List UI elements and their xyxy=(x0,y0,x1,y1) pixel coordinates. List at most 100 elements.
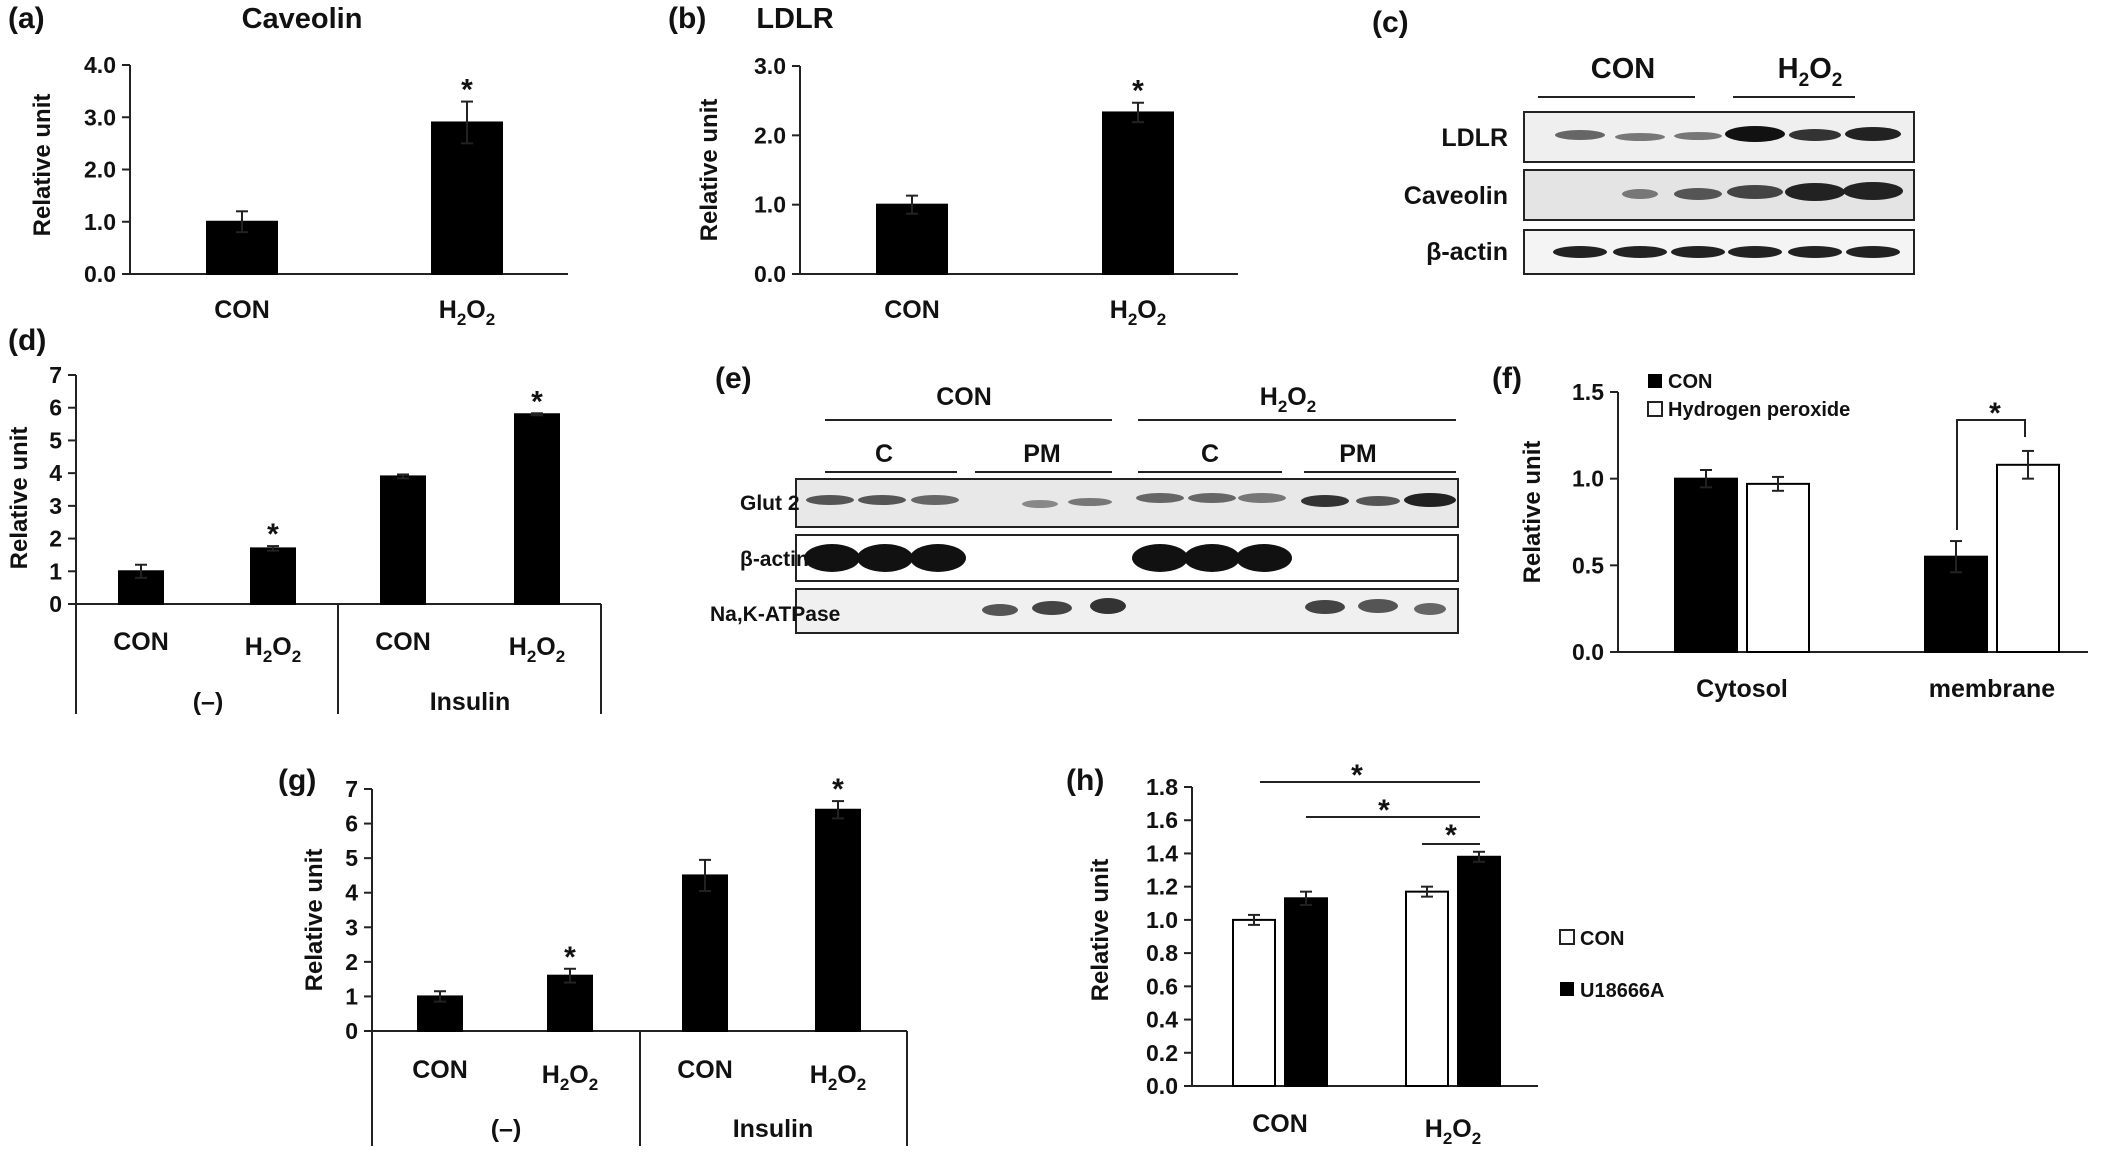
panel-h-cat-1: CON xyxy=(1252,1110,1308,1138)
panel-g-ytick-label: 3 xyxy=(345,914,358,940)
panel-d-3-bar xyxy=(380,475,426,605)
panel-d-cat-3: CON xyxy=(375,628,431,656)
panel-f-s2-c1-bar xyxy=(1746,482,1810,653)
panel-a-title: Caveolin xyxy=(242,3,363,35)
panel-h-ytick-label: 1.2 xyxy=(1146,874,1178,900)
panel-g: (g) Relative unit 0 1 2 3 4 5 6 7 * * CON H2O2 C… xyxy=(278,764,908,1146)
panel-f-sig-bracket xyxy=(1956,419,2026,530)
blot-c-group-con: CON xyxy=(1591,53,1655,85)
panel-g-ytick-label: 7 xyxy=(345,776,358,802)
panel-a-label: (a) xyxy=(8,2,45,35)
panel-a-cat-h2o2: H2O2 xyxy=(439,296,495,329)
panel-b-2-bar xyxy=(1102,111,1174,275)
panel-h-legend-u18666a: U18666A xyxy=(1580,980,1665,1002)
panel-b-cat-con: CON xyxy=(884,296,940,324)
panel-e-label: (e) xyxy=(715,362,752,395)
panel-a-2-bar xyxy=(431,121,503,275)
panel-h-ytick-label: 0.2 xyxy=(1146,1040,1178,1066)
panel-d-cat-2: H2O2 xyxy=(245,633,301,666)
panel-h-ytick-label: 0.8 xyxy=(1146,940,1178,966)
panel-f-ytick-label: 0.5 xyxy=(1572,552,1604,578)
panel-b-ytick-label: 0.0 xyxy=(754,261,786,287)
panel-h-ytick-label: 0.6 xyxy=(1146,973,1178,999)
panel-b-label: (b) xyxy=(668,2,706,35)
panel-d-group-1: (–) xyxy=(193,688,224,716)
panel-d-ytick-label: 1 xyxy=(49,558,62,584)
panel-f-s1-c1-bar xyxy=(1674,477,1738,653)
panel-h-ytick-label: 1.0 xyxy=(1146,907,1178,933)
panel-g-cat-1: CON xyxy=(412,1056,468,1084)
panel-g-3-bar xyxy=(682,874,728,1033)
panel-f-ytick-label: 1.0 xyxy=(1572,466,1604,492)
panel-g-4-sig-star: * xyxy=(832,773,844,806)
panel-g-ylabel: Relative unit xyxy=(301,849,328,992)
panel-f-sig-star: * xyxy=(1989,397,2001,430)
panel-f-legend-con: CON xyxy=(1668,371,1712,393)
panel-h-ytick-label: 0.0 xyxy=(1146,1073,1178,1099)
panel-d-ytick-label: 0 xyxy=(49,591,62,617)
panel-c: (c) CON H2O2 LDLR Caveolin β-actin xyxy=(1372,6,1915,275)
panel-f-cat-1: Cytosol xyxy=(1696,675,1788,703)
panel-f-ylabel: Relative unit xyxy=(1519,441,1546,584)
panel-a-2-sig-star: * xyxy=(461,74,473,107)
panel-d: (d) Relative unit 0 1 2 3 4 5 6 7 * * CON H2O2 C… xyxy=(6,324,602,716)
panel-h-ylabel: Relative unit xyxy=(1087,859,1114,1002)
panel-d-ytick-label: 5 xyxy=(49,427,62,453)
panel-d-ylabel: Relative unit xyxy=(6,427,33,570)
panel-b-title: LDLR xyxy=(756,3,833,35)
panel-d-ytick-label: 7 xyxy=(49,362,62,388)
panel-g-ytick-label: 4 xyxy=(345,880,358,906)
panel-e: (e) CON H2O2 C PM C PM Glut 2 β-actin Na… xyxy=(710,362,1459,634)
panel-b-ytick-label: 3.0 xyxy=(754,53,786,79)
panel-d-2-sig-star: * xyxy=(267,518,279,551)
panel-a-ylabel: Relative unit xyxy=(29,94,56,237)
panel-d-4-sig-star: * xyxy=(531,385,543,418)
blot-e-sub-2: PM xyxy=(1023,440,1061,468)
panel-d-cat-1: CON xyxy=(113,628,169,656)
panel-h-ytick-label: 0.4 xyxy=(1146,1007,1178,1033)
panel-h-s1-c1-bar xyxy=(1232,918,1276,1088)
blot-e-row-glut2: Glut 2 xyxy=(740,492,800,515)
panel-g-2-sig-star: * xyxy=(564,941,576,974)
panel-h-cat-2: H2O2 xyxy=(1425,1115,1481,1148)
panel-h-ytick-label: 1.8 xyxy=(1146,774,1178,800)
blot-e-bands xyxy=(804,493,1456,616)
panel-h: (h) Relative unit 0.0 0.2 0.4 0.6 0.8 1.0 1.2 1… xyxy=(1066,759,1665,1148)
panel-d-ytick-label: 4 xyxy=(49,460,62,486)
panel-g-ytick-label: 6 xyxy=(345,811,358,837)
panel-f-legend-h2o2: Hydrogen peroxide xyxy=(1668,399,1850,421)
panel-f-label: (f) xyxy=(1492,362,1522,395)
blot-c-row-actin: β-actin xyxy=(1426,238,1508,266)
panel-d-ytick-label: 6 xyxy=(49,395,62,421)
panel-d-cat-4: H2O2 xyxy=(509,633,565,666)
panel-h-sig-star-2: * xyxy=(1378,794,1390,827)
panel-g-group-2: Insulin xyxy=(733,1115,814,1143)
panel-g-ytick-label: 2 xyxy=(345,949,358,975)
panel-f-ytick-label: 0.0 xyxy=(1572,639,1604,665)
blot-c-bands xyxy=(1553,126,1903,258)
panel-f-legend-swatch-h2o2 xyxy=(1647,401,1663,417)
panel-h-ytick-label: 1.4 xyxy=(1146,840,1178,866)
panel-b: (b) LDLR Relative unit 0.0 1.0 2.0 3.0 * CO… xyxy=(668,2,1238,329)
blot-c-row-ldlr: LDLR xyxy=(1441,124,1508,152)
panel-h-ytick-label: 1.6 xyxy=(1146,807,1178,833)
panel-f-cat-2: membrane xyxy=(1929,675,2056,703)
panel-d-label: (d) xyxy=(8,324,46,357)
panel-h-legend-swatch-con xyxy=(1559,929,1575,945)
panel-g-ytick-label: 5 xyxy=(345,845,358,871)
panel-g-group-1: (–) xyxy=(491,1115,522,1143)
panel-h-sig-star-1: * xyxy=(1351,759,1363,792)
blot-e-sub-1: C xyxy=(875,440,893,468)
panel-f-legend-swatch-con xyxy=(1648,374,1662,388)
panel-h-label: (h) xyxy=(1066,764,1104,797)
panel-b-ylabel: Relative unit xyxy=(696,99,723,242)
panel-h-sig-star-3: * xyxy=(1445,819,1457,852)
panel-b-ytick-label: 1.0 xyxy=(754,192,786,218)
blot-e-atpase-strip xyxy=(795,588,1459,634)
blot-e-group-con: CON xyxy=(936,383,992,411)
panel-h-legend-con: CON xyxy=(1580,928,1624,950)
panel-d-ytick-label: 2 xyxy=(49,526,62,552)
panel-g-2-bar xyxy=(547,974,593,1033)
blot-c-group-h2o2: H2O2 xyxy=(1778,53,1843,91)
